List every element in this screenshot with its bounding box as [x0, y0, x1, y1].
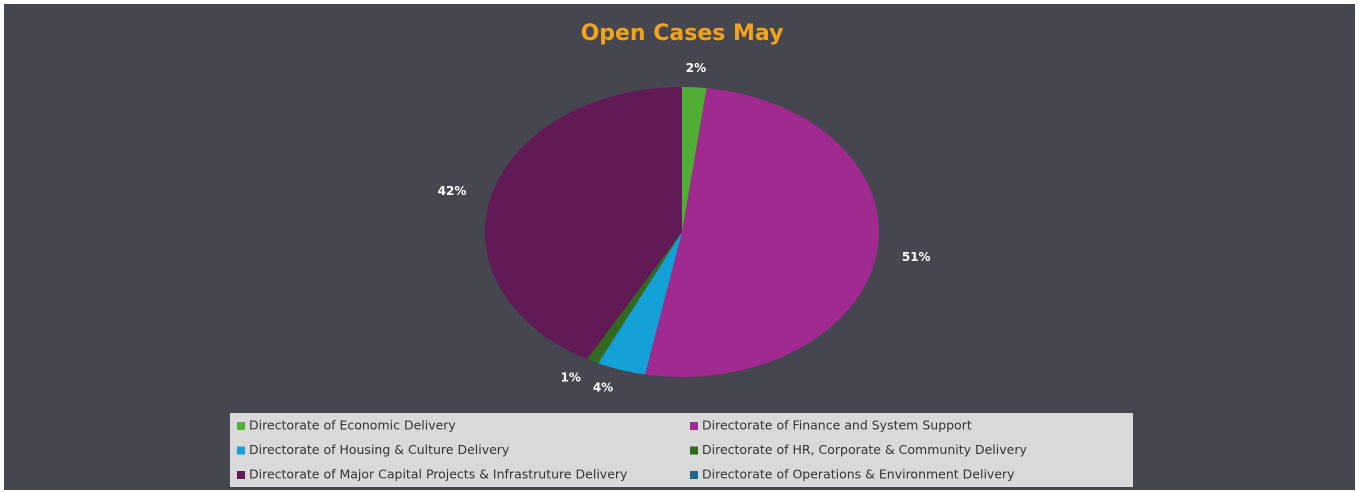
- data-label: 2%: [686, 61, 706, 75]
- chart-title: Open Cases May: [581, 21, 784, 46]
- pie-slice: [645, 88, 880, 378]
- legend-box: [230, 413, 1133, 487]
- legend-swatch: [690, 446, 698, 455]
- data-label: 42%: [438, 184, 467, 198]
- legend-swatch: [237, 446, 245, 455]
- legend-swatch: [690, 471, 698, 479]
- legend-swatch: [690, 422, 698, 430]
- legend-label: Directorate of Operations & Environment …: [702, 467, 1015, 482]
- pie-slice: [598, 232, 682, 375]
- data-label: 51%: [902, 250, 931, 264]
- legend-swatch: [237, 422, 245, 430]
- legend-swatch: [237, 471, 245, 479]
- legend-label: Directorate of Housing & Culture Deliver…: [249, 442, 510, 457]
- legend-label: Directorate of Major Capital Projects & …: [249, 467, 628, 482]
- pie-slice: [682, 87, 707, 232]
- legend-label: Directorate of Finance and System Suppor…: [702, 418, 972, 433]
- data-label: 4%: [593, 380, 613, 394]
- data-label: 1%: [561, 370, 581, 384]
- legend-label: Directorate of Economic Delivery: [249, 418, 456, 433]
- pie-slice: [485, 87, 682, 360]
- pie-slice: [587, 232, 682, 364]
- legend-label: Directorate of HR, Corporate & Community…: [702, 442, 1027, 457]
